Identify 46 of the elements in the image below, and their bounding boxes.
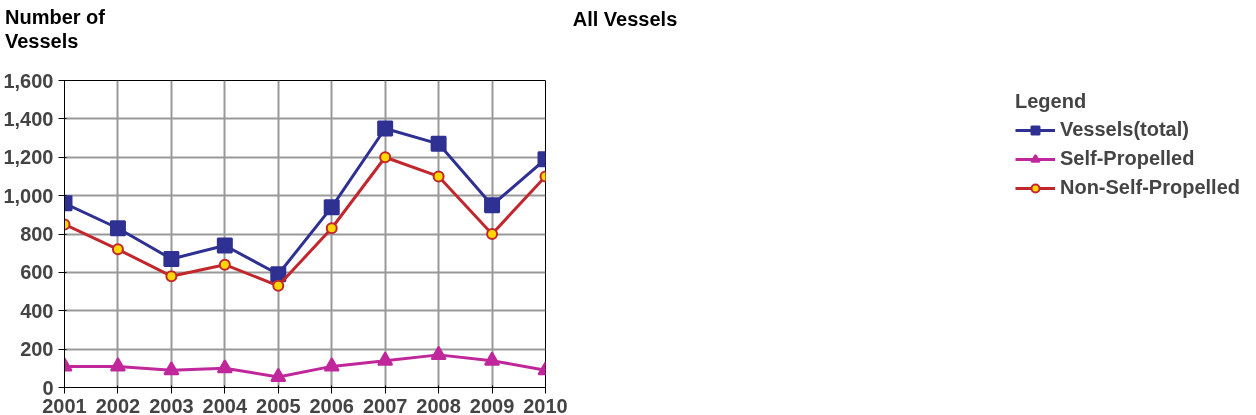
point (270, 367, 287, 382)
x-tick-label: 2009 (469, 394, 515, 415)
point (216, 237, 233, 254)
x-tick-label: 2008 (416, 394, 461, 415)
legend-title: Legend (1014, 90, 1088, 113)
point (165, 270, 178, 283)
point (432, 170, 445, 183)
y-axis-title: Number of Vessels (5, 5, 105, 53)
legend-label: Non-Self-Propelled (1059, 176, 1240, 199)
point (430, 135, 447, 152)
x-tick-label: 2010 (523, 394, 568, 415)
point (109, 357, 126, 372)
point (163, 250, 180, 267)
point (484, 197, 501, 214)
point (216, 359, 233, 374)
y-tick-label: 1,400 (3, 107, 54, 130)
y-tick-label: 800 (20, 223, 54, 245)
point (218, 258, 231, 271)
point (377, 351, 394, 366)
x-tick-label: 2006 (309, 394, 354, 415)
x-tick-label: 2003 (149, 394, 194, 415)
point (486, 228, 499, 240)
x-tick-label: 2005 (256, 394, 301, 415)
point (325, 222, 338, 235)
x-tick-label: 2004 (202, 394, 248, 415)
y-tick-label: 200 (20, 338, 54, 361)
point (377, 120, 394, 137)
point (163, 361, 180, 376)
x-tick-label: 2002 (95, 394, 141, 415)
legend-label: Vessels(total) (1059, 118, 1189, 141)
y-tick-label: 600 (20, 261, 54, 284)
point (111, 243, 124, 256)
y-tick-label: 1,600 (3, 69, 54, 92)
point (379, 151, 392, 164)
text: All Vessels (572, 7, 678, 32)
x-tick-label: 2007 (362, 394, 408, 415)
point (484, 351, 501, 366)
y-tick-label: 1,200 (3, 146, 54, 169)
point (109, 220, 126, 237)
point (323, 357, 340, 372)
y-tick-label: 1,000 (3, 184, 54, 207)
point (430, 345, 447, 360)
point (323, 199, 340, 216)
y-tick-label: 400 (20, 299, 54, 322)
legend-label: Self-Propelled (1059, 147, 1195, 170)
point (272, 279, 285, 292)
